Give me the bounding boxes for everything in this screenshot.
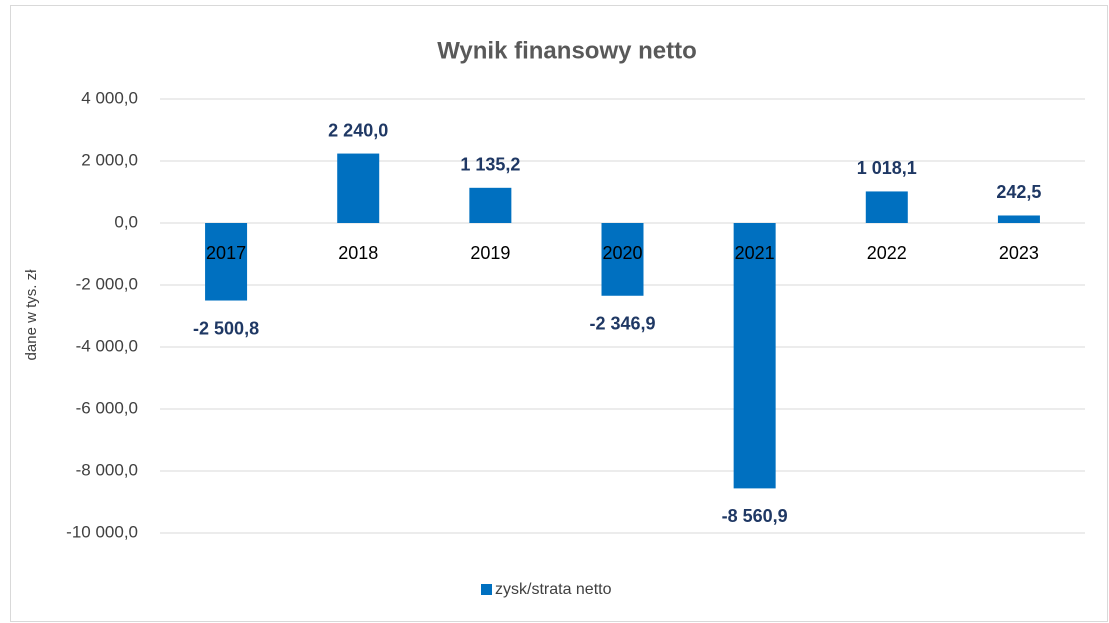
- bar: [601, 223, 644, 296]
- bar: [337, 153, 380, 223]
- data-label: 242,5: [996, 182, 1041, 202]
- data-label: -8 560,9: [722, 506, 788, 526]
- x-tick-label: 2021: [735, 243, 775, 263]
- x-tick-label: 2019: [470, 243, 510, 263]
- data-label: 1 135,2: [460, 155, 520, 175]
- legend-label: zysk/strata netto: [495, 581, 612, 598]
- chart-border: [10, 5, 1108, 622]
- data-label: 2 240,0: [328, 120, 388, 140]
- y-tick-label: 0,0: [114, 212, 138, 231]
- bar: [997, 215, 1040, 223]
- y-tick-label: -6 000,0: [76, 398, 138, 417]
- y-tick-label: -4 000,0: [76, 336, 138, 355]
- bar: [733, 223, 776, 489]
- bar: [865, 191, 908, 223]
- legend-swatch: [481, 584, 492, 595]
- data-label: -2 346,9: [589, 314, 655, 334]
- chart-title: Wynik finansowy netto: [437, 37, 697, 64]
- y-tick-label: -10 000,0: [66, 522, 138, 541]
- y-tick-label: -8 000,0: [76, 460, 138, 479]
- x-tick-label: 2022: [867, 243, 907, 263]
- data-label: -2 500,8: [193, 318, 259, 338]
- x-tick-label: 2017: [206, 243, 246, 263]
- x-tick-label: 2020: [602, 243, 642, 263]
- x-tick-label: 2023: [999, 243, 1039, 263]
- y-axis-label: dane w tys. zł: [23, 269, 40, 361]
- bar: [205, 223, 248, 301]
- y-tick-label: 4 000,0: [81, 88, 138, 107]
- y-tick-label: -2 000,0: [76, 274, 138, 293]
- y-tick-label: 2 000,0: [81, 150, 138, 169]
- bar: [469, 187, 512, 223]
- x-tick-label: 2018: [338, 243, 378, 263]
- data-label: 1 018,1: [857, 158, 917, 178]
